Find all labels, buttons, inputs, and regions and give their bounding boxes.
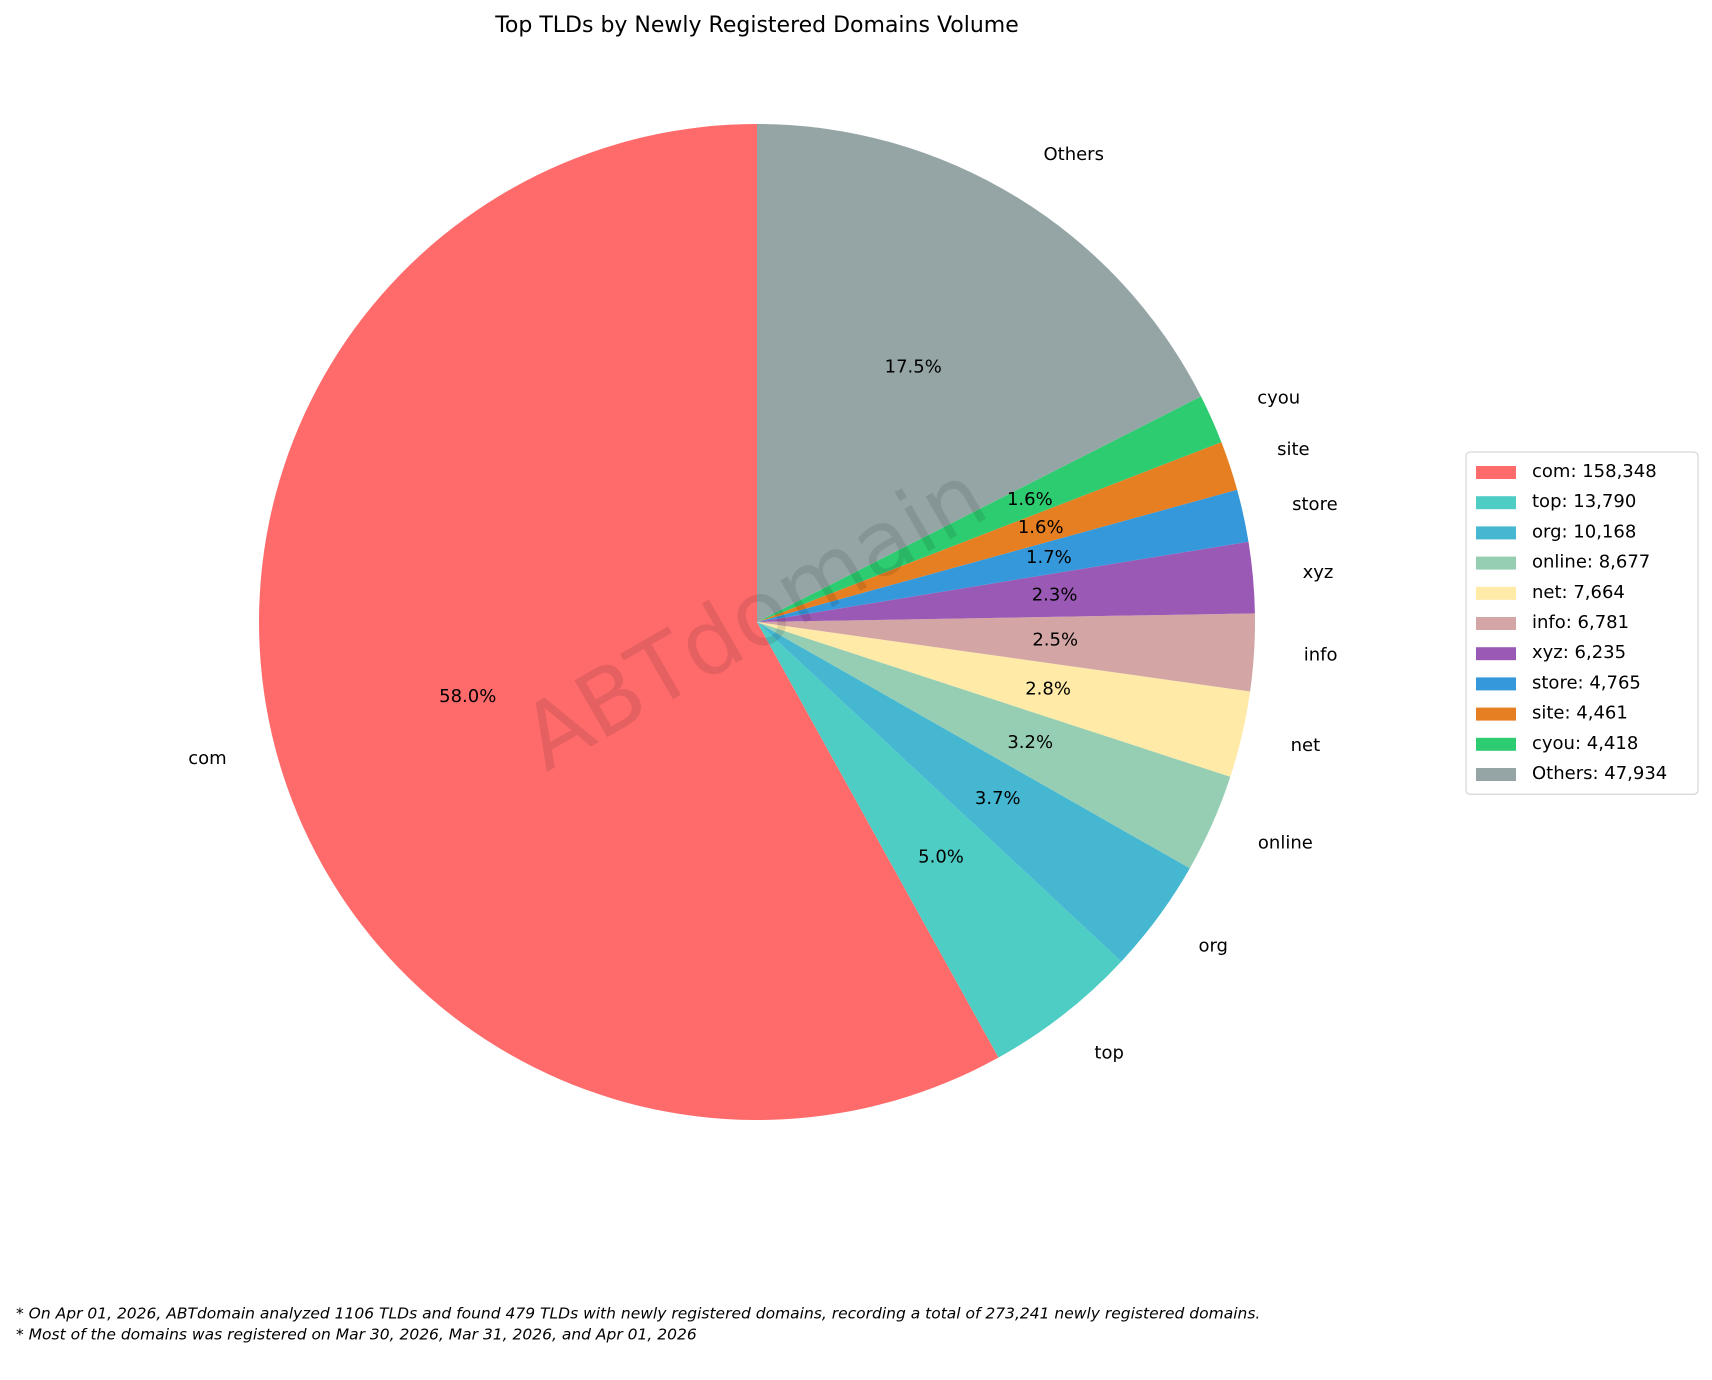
value-label: 1.7% — [1026, 547, 1072, 568]
category-label: top — [1094, 1043, 1124, 1064]
value-label: 58.0% — [439, 686, 496, 707]
footnote: * On Apr 01, 2026, ABTdomain analyzed 11… — [16, 1305, 1260, 1323]
value-label: 5.0% — [918, 846, 964, 867]
legend-label: cyou: 4,418 — [1532, 733, 1638, 754]
legend-label: Others: 47,934 — [1532, 763, 1667, 784]
value-label: 1.6% — [1007, 489, 1053, 510]
value-label: 2.8% — [1025, 679, 1071, 700]
legend-label: store: 4,765 — [1532, 672, 1641, 693]
pie-wedge — [757, 622, 1251, 777]
category-label: info — [1304, 645, 1338, 666]
pie-wedge — [757, 622, 1122, 1058]
legend-swatch — [1476, 526, 1516, 540]
legend-label: net: 7,664 — [1532, 582, 1625, 603]
legend-label: top: 13,790 — [1532, 491, 1636, 512]
pie-wedge — [757, 489, 1249, 622]
category-label: store — [1292, 494, 1338, 515]
pie-wedge — [757, 442, 1238, 622]
category-label: org — [1198, 935, 1228, 956]
value-label: 2.5% — [1032, 629, 1078, 650]
legend-label: com: 158,348 — [1532, 461, 1657, 482]
legend-label: online: 8,677 — [1532, 552, 1650, 573]
legend-swatch — [1476, 768, 1516, 781]
legend-swatch — [1476, 677, 1516, 691]
legend-swatch — [1476, 707, 1516, 721]
legend-label: site: 4,461 — [1532, 703, 1628, 724]
category-label: cyou — [1257, 388, 1300, 409]
pie-wedge — [757, 622, 1190, 962]
legend-swatch — [1476, 496, 1516, 510]
legend-swatch — [1476, 737, 1516, 751]
chart-title: Top TLDs by Newly Registered Domains Vol… — [494, 13, 1019, 38]
legend-swatch — [1476, 586, 1516, 600]
pie-wedge — [757, 396, 1222, 622]
category-label: online — [1258, 833, 1313, 854]
category-label: Others — [1043, 144, 1104, 165]
value-label: 1.6% — [1018, 517, 1064, 538]
category-label: net — [1291, 735, 1321, 756]
footnote: * Most of the domains was registered on … — [16, 1326, 697, 1344]
legend-swatch — [1476, 617, 1516, 630]
pie-wedge — [757, 541, 1255, 622]
legend-swatch — [1476, 556, 1516, 570]
pie-wedge — [757, 613, 1255, 692]
legend-swatch — [1476, 466, 1516, 479]
pie-wedge — [258, 124, 999, 1121]
legend-label: xyz: 6,235 — [1532, 642, 1626, 663]
legend-swatch — [1476, 647, 1516, 661]
pie-wedge — [757, 124, 1201, 622]
legend-box — [1465, 451, 1699, 795]
value-label: 2.3% — [1032, 584, 1078, 605]
value-label: 3.7% — [975, 788, 1021, 809]
legend-label: org: 10,168 — [1532, 521, 1636, 542]
legend-label: info: 6,781 — [1532, 612, 1629, 633]
category-label: xyz — [1303, 562, 1334, 583]
value-label: 17.5% — [885, 356, 942, 377]
pie-wedge — [757, 622, 1231, 869]
category-label: site — [1277, 439, 1310, 460]
value-label: 3.2% — [1007, 732, 1053, 753]
category-label: com — [188, 748, 226, 769]
